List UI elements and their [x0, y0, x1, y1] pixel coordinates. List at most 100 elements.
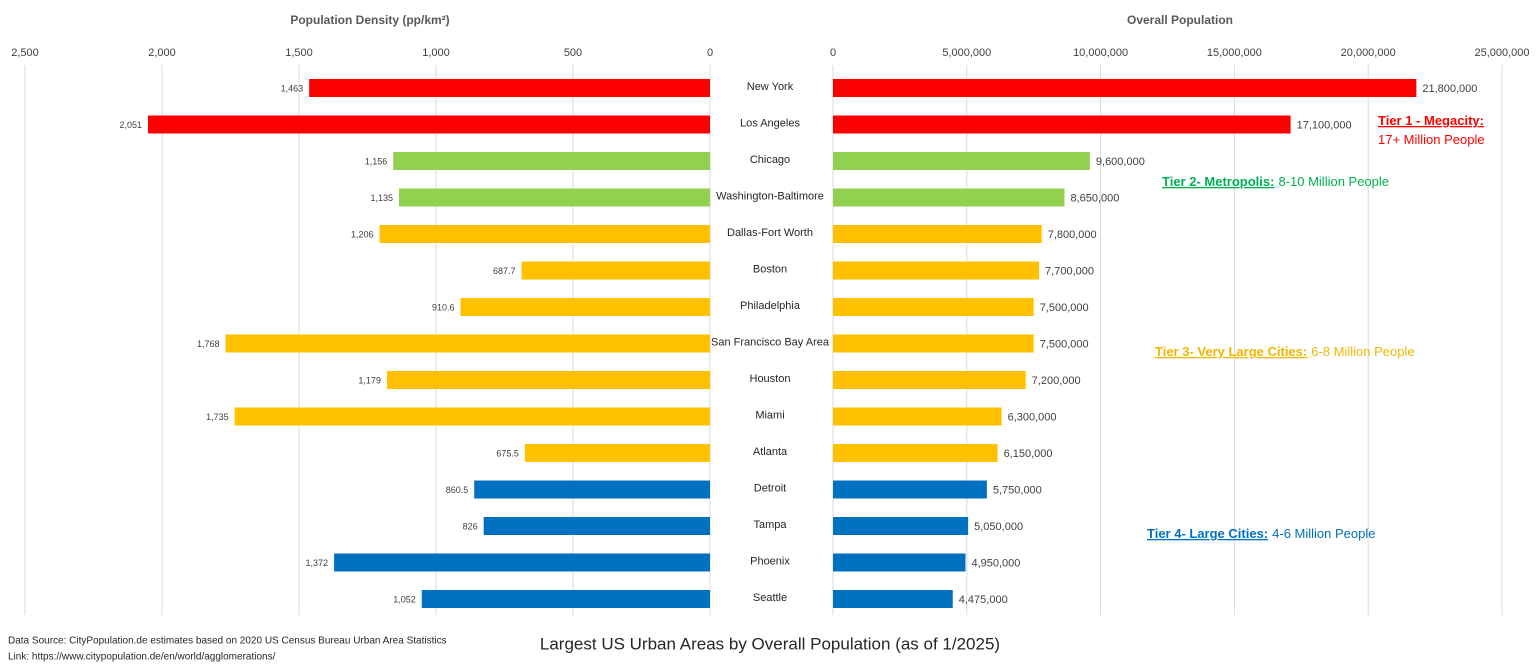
category-label: Atlanta [753, 446, 788, 458]
bar [833, 261, 1040, 280]
bar [833, 517, 969, 535]
value-label: 7,500,000 [1040, 302, 1089, 314]
category-label: San Francisco Bay Area [711, 336, 830, 348]
value-label: 2,051 [119, 120, 142, 130]
category-label: New York [747, 81, 794, 93]
value-label: 1,156 [365, 156, 388, 166]
value-label: 5,750,000 [993, 484, 1042, 496]
chart-title: Largest US Urban Areas by Overall Popula… [540, 634, 1000, 653]
category-label: Chicago [750, 154, 790, 166]
bar [460, 298, 710, 316]
tier-text: 4-6 Million People [1272, 526, 1375, 541]
value-label: 687.7 [493, 266, 516, 276]
bar [833, 480, 987, 499]
x-tick-label: 2,000 [148, 47, 176, 59]
tier-label: Tier 1 - Megacity: [1378, 113, 1484, 128]
x-tick-label: 0 [830, 47, 836, 59]
tier-annotation: Tier 3- Very Large Cities: 6-8 Million Pe… [1155, 344, 1415, 359]
x-tick-label: 5,000,000 [942, 47, 991, 59]
category-label: Boston [753, 263, 787, 275]
value-label: 910.6 [432, 302, 455, 312]
value-label: 826 [463, 521, 478, 531]
bar [833, 407, 1002, 426]
x-tick-label: 20,000,000 [1341, 47, 1396, 59]
value-label: 860.5 [446, 485, 469, 495]
value-label: 21,800,000 [1422, 83, 1477, 95]
bar [833, 225, 1042, 243]
category-label: Tampa [753, 519, 787, 531]
value-label: 17,100,000 [1297, 119, 1352, 131]
bar [379, 225, 710, 243]
x-tick-label: 500 [564, 47, 582, 59]
bar [483, 517, 710, 535]
bar [833, 334, 1034, 353]
value-label: 675.5 [496, 448, 519, 458]
axis-title: Overall Population [1127, 13, 1233, 27]
bar [521, 261, 710, 280]
tier-label: Tier 2- Metropolis: [1162, 174, 1274, 189]
value-label: 4,475,000 [959, 594, 1008, 606]
bar [833, 188, 1065, 207]
bar [833, 298, 1034, 316]
category-label: Los Angeles [740, 117, 800, 129]
category-label: Houston [750, 373, 791, 385]
category-label: Washington-Baltimore [716, 190, 824, 202]
value-label: 7,800,000 [1048, 229, 1097, 241]
bar [833, 553, 966, 572]
value-label: 6,300,000 [1008, 411, 1057, 423]
x-tick-label: 2,500 [11, 47, 39, 59]
bar [833, 79, 1417, 97]
category-label: Phoenix [750, 555, 790, 567]
category-label: Detroit [754, 482, 786, 494]
value-label: 7,200,000 [1032, 375, 1081, 387]
value-label: 9,600,000 [1096, 156, 1145, 168]
bar [225, 334, 710, 353]
bar [833, 444, 998, 462]
x-tick-label: 1,000 [422, 47, 450, 59]
tier-annotation: Tier 4- Large Cities: 4-6 Million People [1147, 526, 1375, 541]
x-tick-label: 10,000,000 [1073, 47, 1128, 59]
value-label: 1,768 [197, 339, 220, 349]
value-label: 1,463 [281, 83, 304, 93]
bar [833, 590, 953, 608]
bar [309, 79, 710, 97]
bar [334, 553, 710, 572]
bar [399, 188, 710, 207]
x-tick-label: 15,000,000 [1207, 47, 1262, 59]
bar [833, 371, 1026, 389]
category-label: Dallas-Fort Worth [727, 227, 813, 239]
tier-annotation: Tier 2- Metropolis: 8-10 Million People [1162, 174, 1389, 189]
value-label: 5,050,000 [974, 521, 1023, 533]
value-label: 1,372 [306, 558, 329, 568]
x-tick-label: 25,000,000 [1474, 47, 1529, 59]
bar [833, 115, 1291, 134]
bar [148, 115, 710, 134]
value-label: 1,052 [393, 594, 416, 604]
x-tick-label: 0 [707, 47, 713, 59]
value-label: 8,650,000 [1070, 192, 1119, 204]
value-label: 1,206 [351, 229, 374, 239]
category-label: Seattle [753, 592, 787, 604]
tier-label: Tier 4- Large Cities: [1147, 526, 1268, 541]
bar [386, 371, 710, 389]
value-label: 4,950,000 [971, 557, 1020, 569]
bar [474, 480, 710, 499]
x-tick-label: 1,500 [285, 47, 313, 59]
source-link: Link: https://www.citypopulation.de/en/w… [8, 652, 276, 663]
tier-text: 8-10 Million People [1278, 174, 1389, 189]
axis-title: Population Density (pp/km²) [290, 13, 449, 27]
value-label: 7,500,000 [1040, 338, 1089, 350]
tier-label: Tier 3- Very Large Cities: [1155, 344, 1307, 359]
bar [234, 407, 711, 426]
source-note: Data Source: CityPopulation.de estimates… [8, 636, 447, 647]
category-label: Philadelphia [740, 300, 801, 312]
value-label: 6,150,000 [1004, 448, 1053, 460]
value-label: 1,135 [370, 193, 393, 203]
tier-text: 6-8 Million People [1311, 344, 1414, 359]
bar [421, 590, 710, 608]
bar [833, 152, 1090, 170]
value-label: 1,179 [358, 375, 381, 385]
tier-annotation: Tier 1 - Megacity: 17+ Million People [1378, 113, 1485, 147]
tier-text: 17+ Million People [1378, 132, 1485, 147]
